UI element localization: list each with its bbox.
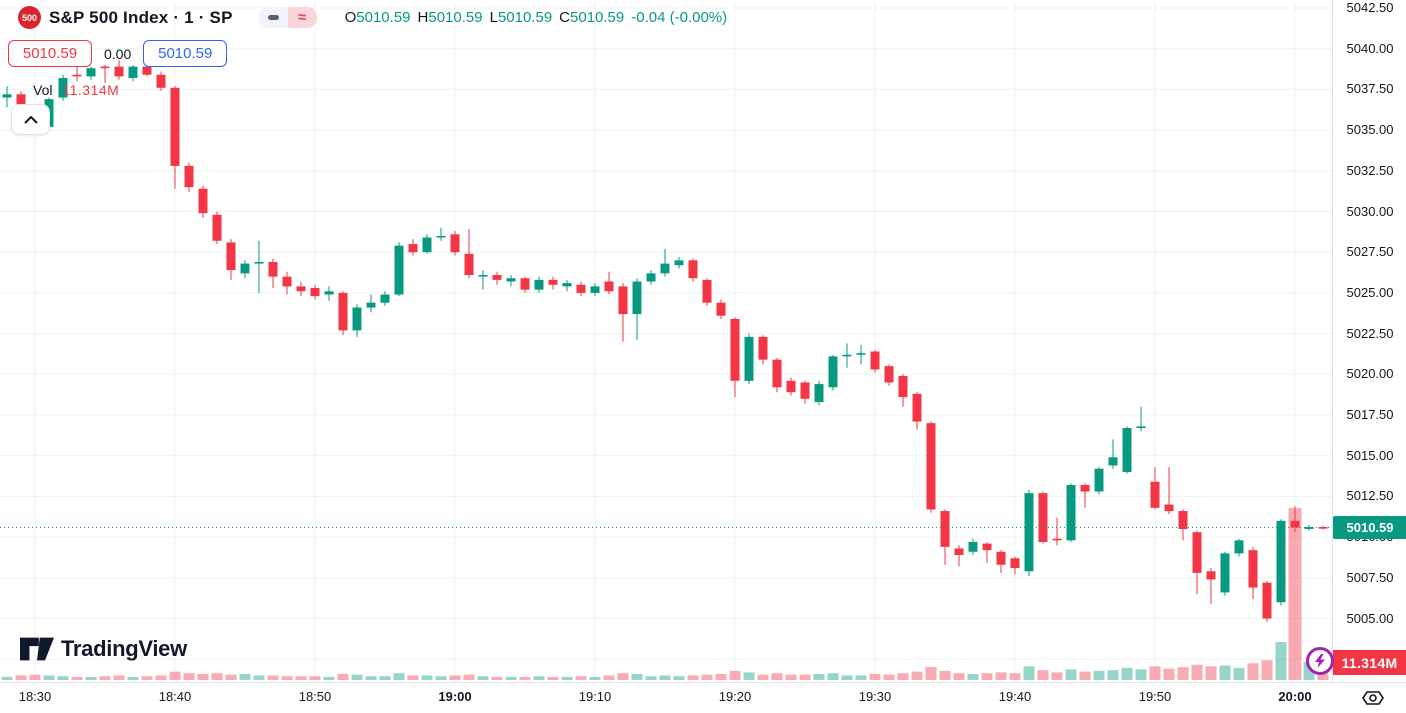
symbol-title[interactable]: S&P 500 Index · 1 · SP [49, 7, 233, 27]
time-axis-label: 19:40 [998, 689, 1032, 704]
price-axis[interactable]: 5005.005007.505010.005012.505015.005017.… [1332, 0, 1406, 682]
volume-label: Vol [33, 82, 53, 98]
bar-style-button[interactable] [258, 7, 288, 28]
candlestick-chart[interactable] [0, 0, 1332, 682]
low-value: 5010.59 [497, 9, 553, 26]
price-axis-label: 5025.00 [1346, 284, 1394, 300]
flash-button[interactable] [1306, 647, 1334, 675]
ohlc-readout: O5010.59 H5010.59 L5010.59 C5010.59 -0.0… [345, 9, 728, 26]
collapse-legend-button[interactable] [11, 104, 50, 135]
time-axis-label: 20:00 [1278, 689, 1312, 704]
close-label: C [559, 9, 571, 26]
wave-style-button[interactable]: ≈ [287, 7, 317, 28]
buy-button[interactable]: 5010.59 [143, 40, 228, 67]
volume-axis-badge: 11.314M [1333, 650, 1406, 675]
time-axis-label: 18:40 [158, 689, 192, 704]
high-label: H [417, 9, 429, 26]
tradingview-mark-icon [20, 637, 54, 661]
time-axis-label: 19:50 [1138, 689, 1172, 704]
low-label: L [489, 9, 498, 26]
price-axis-label: 5035.00 [1346, 122, 1394, 138]
current-price-label: 5010.59 [1333, 515, 1406, 539]
price-axis-label: 5015.00 [1346, 447, 1394, 463]
price-axis-label: 5012.50 [1346, 488, 1394, 504]
bar-style-icon [267, 15, 279, 20]
change-value: -0.04 (-0.00%) [631, 9, 728, 26]
time-axis-label: 19:00 [438, 689, 472, 704]
chevron-up-icon [23, 115, 38, 124]
tradingview-wordmark: TradingView [61, 636, 187, 661]
price-axis-label: 5005.00 [1346, 610, 1394, 626]
axis-settings-icon[interactable] [1361, 688, 1385, 708]
time-axis-label: 19:20 [718, 689, 752, 704]
high-value: 5010.59 [428, 9, 483, 26]
price-axis-label: 5020.00 [1346, 366, 1394, 382]
time-axis[interactable]: 18:30 18:40 18:50 19:00 19:10 19:20 19:30 19:40… [0, 682, 1406, 711]
trade-buttons: 5010.59 0.00 5010.59 [8, 40, 228, 67]
time-axis-label: 19:30 [858, 689, 892, 704]
time-axis-label: 19:10 [578, 689, 612, 704]
price-axis-label: 5032.50 [1346, 162, 1394, 178]
spread-value: 0.00 [104, 45, 132, 62]
open-value: 5010.59 [356, 9, 411, 26]
close-value: 5010.59 [570, 9, 625, 26]
volume-value: 11.314M [62, 82, 120, 98]
wave-style-icon: ≈ [297, 9, 307, 26]
price-axis-label: 5017.50 [1346, 407, 1394, 422]
lightning-icon [1315, 654, 1325, 668]
price-axis-label: 5027.50 [1346, 244, 1394, 260]
time-axis-label: 18:50 [298, 689, 332, 704]
sp500-logo[interactable]: 500 [18, 6, 41, 29]
gear-icon [1362, 691, 1384, 705]
time-axis-label: 18:30 [18, 689, 52, 704]
price-axis-label: 5037.50 [1346, 81, 1394, 97]
tradingview-logo[interactable]: TradingView [20, 636, 187, 662]
legend-row-main: 500 S&P 500 Index · 1 · SP ≈ O5010.59 H5… [18, 6, 727, 29]
price-axis-label: 5042.50 [1346, 0, 1394, 15]
price-axis-label: 5030.00 [1346, 203, 1394, 219]
volume-readout: Vol 11.314M [33, 82, 119, 98]
price-axis-label: 5022.50 [1346, 325, 1394, 341]
sell-button[interactable]: 5010.59 [8, 40, 92, 67]
open-label: O [344, 9, 357, 26]
chart-style-toggle: ≈ [258, 7, 317, 28]
price-axis-label: 5007.50 [1346, 569, 1394, 585]
price-axis-label: 5040.00 [1346, 40, 1394, 56]
